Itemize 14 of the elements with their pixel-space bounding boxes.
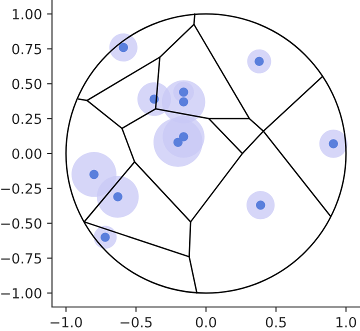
y-tick-label: 0.75: [12, 44, 42, 54]
y-tick-label: 0.25: [12, 114, 42, 124]
y-tick-label: −0.50: [1, 218, 42, 229]
y-tick-label: −1.00: [1, 288, 42, 299]
y-tick-label: 0.00: [12, 148, 42, 159]
y-tick-label: −0.25: [1, 183, 42, 194]
x-tick-label: 0.5: [266, 316, 286, 328]
x-tick-label: 0.0: [196, 316, 216, 328]
x-tick-label: 1.0: [336, 316, 356, 328]
y-tick-label: −0.75: [1, 253, 42, 264]
y-tick-label: 1.00: [12, 8, 42, 20]
x-tick-label: −0.5: [120, 316, 152, 328]
x-tick-label: −1.0: [50, 316, 82, 328]
y-tick-label: 0.50: [12, 78, 42, 90]
